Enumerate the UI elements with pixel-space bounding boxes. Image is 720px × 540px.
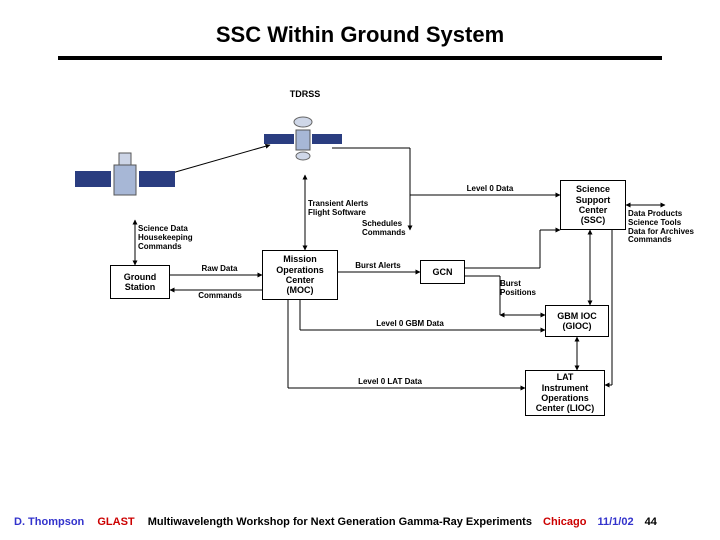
node-ground-station: GroundStation bbox=[110, 265, 170, 299]
footer-event: Multiwavelength Workshop for Next Genera… bbox=[148, 516, 532, 528]
footer-mission: GLAST bbox=[97, 516, 134, 528]
lbl-burst-pos: BurstPositions bbox=[500, 280, 545, 298]
lbl-sched: SchedulesCommands bbox=[362, 220, 422, 238]
lbl-raw: Raw Data bbox=[192, 265, 247, 274]
lbl-l0gbm: Level 0 GBM Data bbox=[360, 320, 460, 329]
footer-author: D. Thompson bbox=[14, 516, 84, 528]
footer-page: 44 bbox=[645, 516, 657, 528]
node-ssc: ScienceSupportCenter(SSC) bbox=[560, 180, 626, 230]
title-rule bbox=[58, 56, 662, 60]
glast-satellite-icon bbox=[70, 135, 180, 225]
footer-city: Chicago bbox=[543, 516, 586, 528]
lbl-transient: Transient AlertsFlight Software bbox=[308, 200, 378, 218]
lbl-cmds: Commands bbox=[190, 292, 250, 301]
node-lioc: LATInstrumentOperationsCenter (LIOC) bbox=[525, 370, 605, 416]
slide-footer: D. Thompson GLAST Multiwavelength Worksh… bbox=[14, 516, 706, 528]
footer-date: 11/1/02 bbox=[598, 516, 634, 528]
tdrss-satellite-icon bbox=[258, 104, 348, 174]
tdrss-label: TDRSS bbox=[280, 90, 330, 100]
lbl-burst-alerts: Burst Alerts bbox=[348, 262, 408, 271]
diagram-canvas: TDRSS GroundStation MissionOperationsCen… bbox=[0, 80, 720, 490]
lbl-ssc-out: Data ProductsScience ToolsData for Archi… bbox=[628, 210, 708, 245]
node-gcn: GCN bbox=[420, 260, 465, 284]
lbl-sci-hk: Science DataHousekeepingCommands bbox=[138, 225, 208, 251]
lbl-level0: Level 0 Data bbox=[455, 185, 525, 194]
slide-title: SSC Within Ground System bbox=[0, 22, 720, 48]
lbl-l0lat: Level 0 LAT Data bbox=[340, 378, 440, 387]
node-moc: MissionOperationsCenter(MOC) bbox=[262, 250, 338, 300]
node-gbm-ioc: GBM IOC(GIOC) bbox=[545, 305, 609, 337]
